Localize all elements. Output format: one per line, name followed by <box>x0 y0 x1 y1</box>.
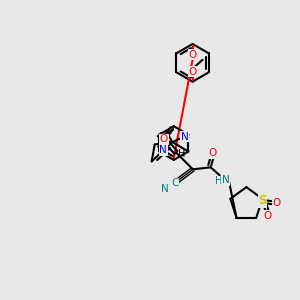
Text: C: C <box>171 178 179 188</box>
Text: H: H <box>178 149 186 160</box>
Text: N: N <box>181 132 188 142</box>
Text: O: O <box>188 67 197 77</box>
Text: H: H <box>215 176 222 186</box>
Text: N: N <box>159 146 167 155</box>
Text: O: O <box>160 134 168 144</box>
Text: O: O <box>208 148 217 158</box>
Text: O: O <box>188 50 197 60</box>
Text: N: N <box>161 184 169 194</box>
Text: N: N <box>222 175 230 185</box>
Text: O: O <box>263 211 272 220</box>
Text: O: O <box>272 198 281 208</box>
Text: S: S <box>258 194 267 207</box>
